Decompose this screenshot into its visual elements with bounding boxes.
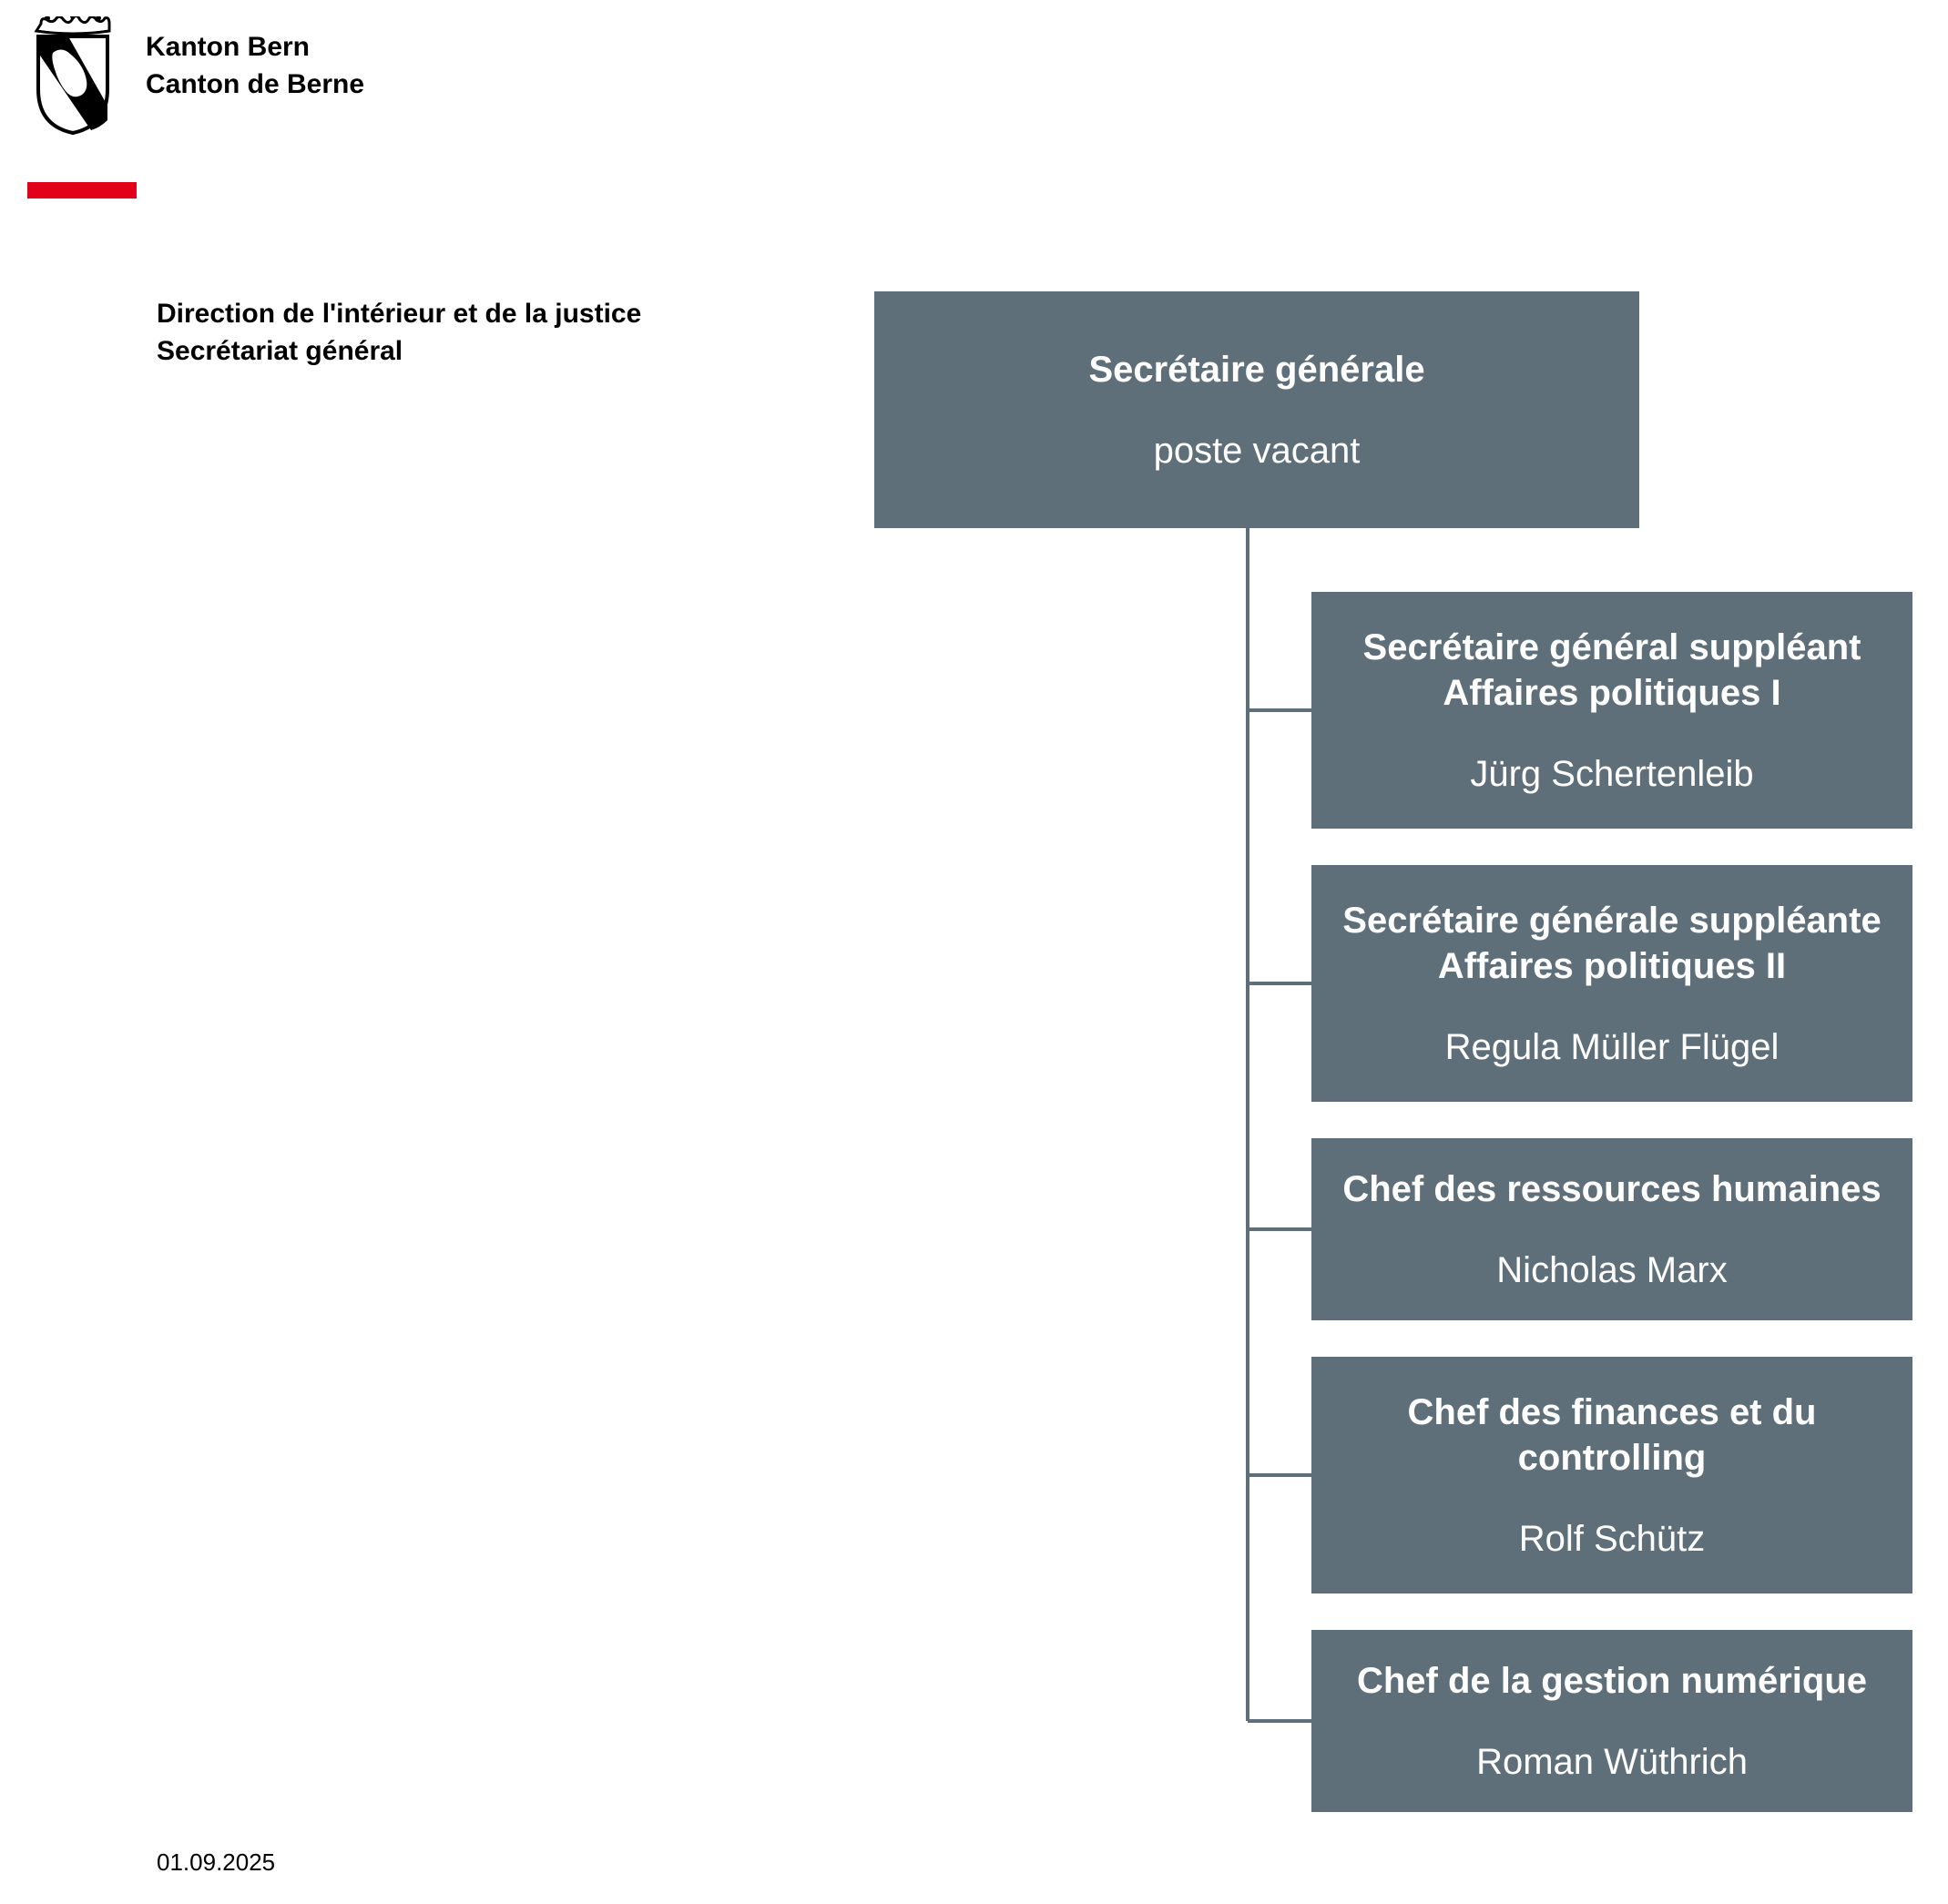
org-node-title: Secrétaire générale suppléante [1330,898,1894,943]
org-node-root: Secrétaire générale poste vacant [874,291,1639,528]
org-node-title2: Affaires politiques II [1330,943,1894,989]
org-node-title: Chef des finances et du [1330,1390,1894,1435]
org-node-person: Regula Müller Flügel [1330,1025,1894,1069]
canton-logo-block: Kanton Bern Canton de Berne [27,16,364,139]
org-node-title2: Affaires politiques I [1330,670,1894,716]
page-date: 01.09.2025 [157,1848,275,1877]
canton-name-de: Kanton Bern [146,29,364,66]
org-node-child: Secrétaire générale suppléanteAffaires p… [1311,865,1912,1102]
org-node-child: Chef de la gestion numérique Roman Wüthri… [1311,1630,1912,1812]
org-node-person: Rolf Schütz [1330,1517,1894,1561]
org-connector-branch [1248,982,1311,985]
org-node-title: Secrétaire générale [892,347,1621,392]
org-node-child: Chef des finances et ducontrolling Rolf S… [1311,1357,1912,1593]
org-node-child: Chef des ressources humaines Nicholas Mar… [1311,1138,1912,1320]
canton-name: Kanton Bern Canton de Berne [146,16,364,103]
org-connector-branch [1248,1473,1311,1477]
bern-shield-icon [27,16,118,139]
org-node-person: poste vacant [892,429,1621,473]
org-node-person: Jürg Schertenleib [1330,752,1894,796]
org-node-person: Nicholas Marx [1330,1248,1894,1292]
org-connector-branch [1248,708,1311,712]
canton-name-fr: Canton de Berne [146,66,364,104]
org-node-child: Secrétaire général suppléantAffaires pol… [1311,592,1912,829]
org-connector-branch [1248,1719,1311,1723]
department-line1: Direction de l'intérieur et de la justic… [157,296,641,333]
org-node-title2: controlling [1330,1435,1894,1481]
department-heading: Direction de l'intérieur et de la justic… [157,296,641,370]
org-node-title: Secrétaire général suppléant [1330,625,1894,670]
org-node-title: Chef de la gestion numérique [1330,1658,1894,1704]
org-node-person: Roman Wüthrich [1330,1740,1894,1784]
org-node-title: Chef des ressources humaines [1330,1166,1894,1212]
org-connector-branch [1248,1227,1311,1231]
org-connector-trunk [1246,528,1249,1721]
accent-bar [27,182,137,199]
department-line2: Secrétariat général [157,333,641,371]
